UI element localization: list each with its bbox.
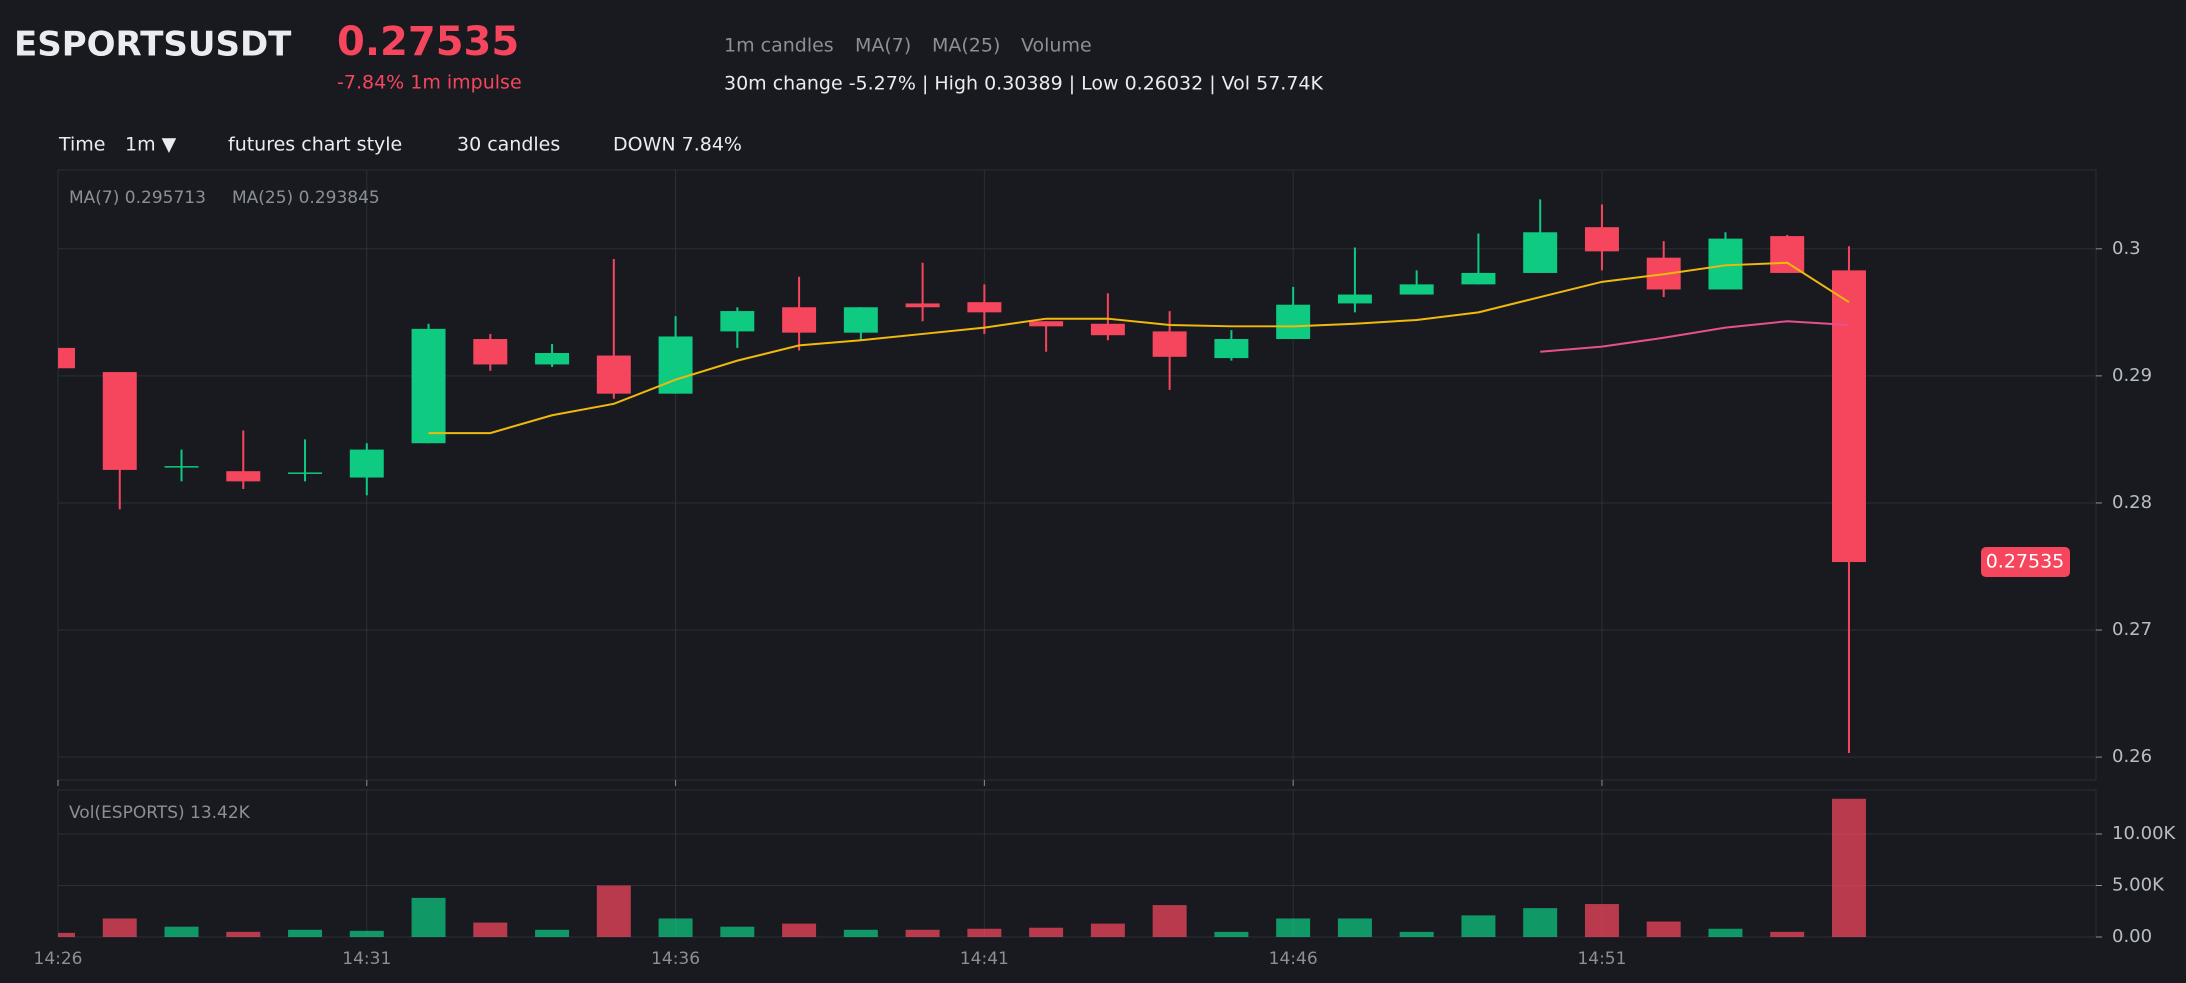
y-tick-label: 0.00 [2112, 926, 2152, 947]
x-tick-label: 14:31 [342, 949, 391, 969]
candle-body [102, 372, 137, 470]
style-button[interactable]: futures chart style [228, 134, 402, 156]
volume-bar [473, 922, 508, 937]
volume-bar [596, 885, 631, 937]
candle-body [1770, 236, 1805, 273]
legend-item: 1m candles [724, 35, 834, 57]
candle-body [535, 353, 570, 365]
volume-bar [1276, 918, 1311, 937]
volume-bar [1646, 921, 1681, 937]
ma-line [428, 261, 1850, 435]
volume-bar [1523, 908, 1558, 937]
volume-bar [1708, 928, 1743, 937]
candle-body [226, 471, 261, 482]
candle-body [1831, 270, 1866, 563]
volume-bar [1461, 915, 1496, 937]
candle-body [782, 307, 817, 333]
volume-plot [58, 790, 2096, 937]
candle-body [1152, 331, 1187, 357]
candle-body [843, 307, 878, 333]
volume-bar [288, 929, 323, 937]
ma7-legend: MA(7) 0.295713 [69, 188, 206, 208]
impulse: -7.84% 1m impulse [337, 72, 522, 94]
volume-bar [164, 926, 199, 937]
candle-body [411, 328, 446, 444]
interval-button[interactable]: 1m ▼ [125, 134, 177, 156]
candle-body [1276, 304, 1311, 340]
candle-body [1090, 323, 1125, 336]
volume-bar [1029, 927, 1064, 937]
symbol: ESPORTSUSDT [14, 25, 292, 65]
volume-bar [411, 897, 446, 937]
y-tick-label: 5.00K [2112, 874, 2165, 895]
price-tag [1981, 547, 2070, 578]
candle-body [1399, 284, 1434, 295]
legend-item: Volume [1021, 35, 1092, 57]
volume-bar [1337, 918, 1372, 937]
candle-body [288, 472, 323, 474]
x-tick-label: 14:26 [34, 949, 83, 969]
candle-body [1461, 272, 1496, 285]
candle-body [349, 449, 384, 478]
volume-bar [905, 929, 940, 937]
volume-bar [102, 918, 137, 937]
candle-body [1214, 339, 1249, 359]
volume-bar [226, 931, 261, 937]
candle-body [596, 355, 631, 394]
volume-bar [1584, 904, 1619, 937]
stats: 30m change -5.27% | High 0.30389 | Low 0… [724, 73, 1324, 95]
x-tick-label: 14:46 [1269, 949, 1318, 969]
volume-bar [535, 929, 570, 937]
candle-body [58, 347, 75, 369]
candle-body [967, 302, 1002, 313]
candle-count: 30 candles [457, 134, 560, 156]
volume-title: Vol(ESPORTS) 13.42K [69, 803, 251, 823]
volume-bar [58, 932, 75, 937]
volume-panel [57, 789, 2097, 938]
legend-item: MA(25) [932, 35, 1000, 57]
candle-body [1523, 232, 1558, 273]
candle-body [1584, 227, 1619, 252]
ma-line [1540, 320, 1850, 353]
volume-bar [1399, 931, 1434, 937]
ma25-legend: MA(25) 0.293845 [232, 188, 380, 208]
candle-body [473, 339, 508, 365]
volume-bar [1214, 931, 1249, 937]
volume-bar [967, 928, 1002, 937]
volume-bar [843, 929, 878, 937]
last-price: 0.27535 [337, 19, 519, 65]
candle-body [1029, 321, 1064, 327]
price-tag-label: 0.27535 [1986, 551, 2065, 573]
legend-item: MA(7) [855, 35, 911, 57]
candle-body [1337, 294, 1372, 304]
x-tick-label: 14:41 [960, 949, 1009, 969]
candle-body [164, 466, 199, 468]
y-tick-label: 0.29 [2112, 365, 2152, 386]
time-label: Time [58, 134, 106, 156]
y-tick-label: 0.26 [2112, 746, 2152, 767]
volume-bar [782, 923, 817, 937]
volume-bar [658, 918, 693, 937]
x-tick-label: 14:36 [651, 949, 700, 969]
volume-bar [349, 930, 384, 937]
volume-bar [1831, 798, 1866, 937]
direction: DOWN 7.84% [613, 134, 742, 156]
candle-body [905, 303, 940, 308]
volume-bar [1090, 923, 1125, 937]
y-tick-label: 0.3 [2112, 238, 2141, 259]
y-tick-label: 0.28 [2112, 492, 2152, 513]
candle-body [720, 311, 755, 332]
x-tick-label: 14:51 [1577, 949, 1626, 969]
volume-bar [720, 926, 755, 937]
y-tick-label: 0.27 [2112, 619, 2152, 640]
volume-bar [1770, 931, 1805, 937]
y-tick-label: 10.00K [2112, 823, 2177, 844]
volume-bar [1152, 905, 1187, 937]
main-plot [58, 170, 2096, 780]
